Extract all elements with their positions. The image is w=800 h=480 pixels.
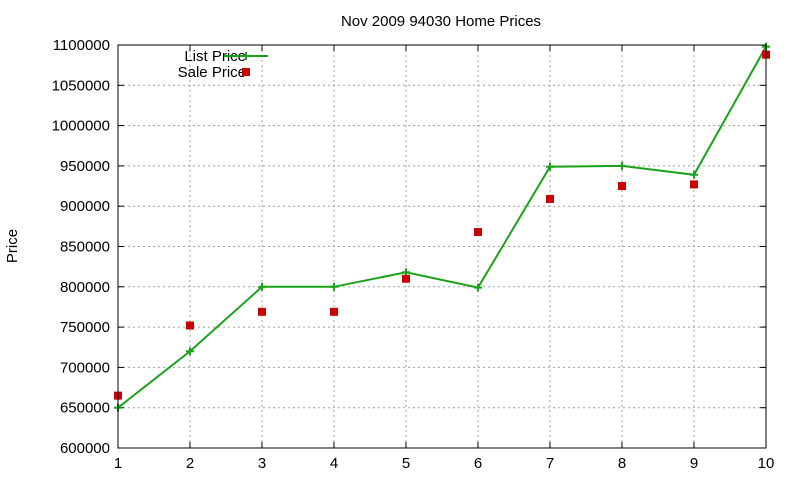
x-tick-label: 7 <box>546 455 554 472</box>
y-tick-label: 600000 <box>60 440 110 457</box>
legend-label: List Price <box>184 48 246 65</box>
y-tick-label: 900000 <box>60 198 110 215</box>
data-point <box>258 307 266 316</box>
data-point <box>258 282 266 291</box>
data-point <box>618 182 626 191</box>
data-point <box>186 347 194 356</box>
data-point <box>618 161 626 170</box>
data-point <box>186 321 194 330</box>
data-point <box>690 170 698 179</box>
data-point <box>474 227 482 236</box>
x-tick-label: 2 <box>186 455 194 472</box>
series-line <box>117 46 767 409</box>
plot-border <box>117 44 767 449</box>
data-point <box>690 180 698 189</box>
legend-label: Sale Price <box>178 64 246 81</box>
y-tick-label: 700000 <box>60 359 110 376</box>
series-0 <box>114 42 770 412</box>
y-tick-label: 800000 <box>60 279 110 296</box>
y-tick-label: 850000 <box>60 239 110 256</box>
data-point <box>330 307 338 316</box>
grid-lines <box>118 45 766 448</box>
y-tick-label: 650000 <box>60 400 110 417</box>
series-1 <box>114 50 770 400</box>
x-tick-label: 9 <box>690 455 698 472</box>
chart-title: Nov 2009 94030 Home Prices <box>341 13 541 30</box>
legend-marker <box>242 52 250 60</box>
y-tick-label: 1000000 <box>52 118 110 135</box>
y-tick-label: 1050000 <box>52 77 110 94</box>
data-point <box>546 162 554 171</box>
data-point <box>474 283 482 292</box>
data-point <box>402 274 410 283</box>
x-tick-label: 5 <box>402 455 410 472</box>
y-tick-label: 750000 <box>60 319 110 336</box>
legend-marker <box>242 68 250 76</box>
y-tick-label: 1100000 <box>53 37 110 54</box>
axis-ticks: 600000 650000 700000 750000 800000 850000 9000… <box>52 37 775 472</box>
x-tick-label: 3 <box>258 455 266 472</box>
x-tick-label: 6 <box>474 455 482 472</box>
y-axis-title: Price <box>4 229 21 263</box>
data-point <box>330 282 338 291</box>
x-tick-label: 1 <box>114 455 122 472</box>
x-tick-label: 10 <box>758 455 775 472</box>
data-point <box>546 194 554 203</box>
x-tick-label: 8 <box>618 455 626 472</box>
x-tick-label: 4 <box>330 455 338 472</box>
series-layer <box>114 42 770 412</box>
y-tick-label: 950000 <box>60 158 110 175</box>
